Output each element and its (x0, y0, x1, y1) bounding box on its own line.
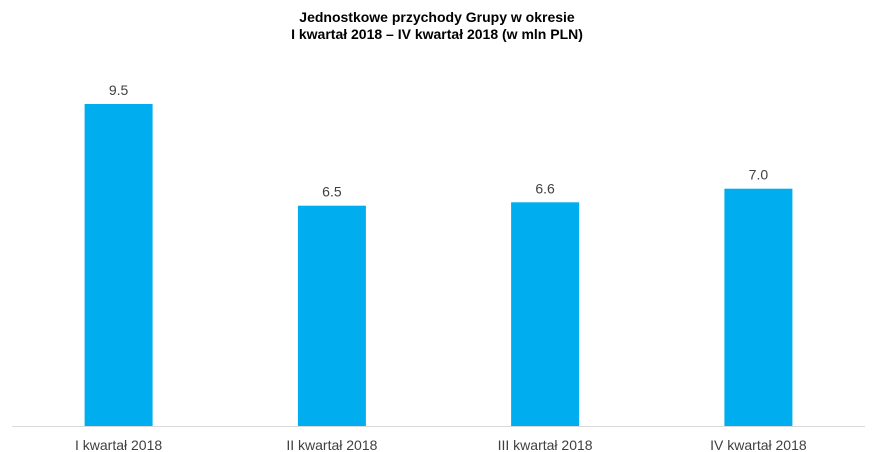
x-tick-label-1: I kwartał 2018 (75, 437, 162, 452)
data-label-1: 9.5 (109, 82, 129, 98)
chart-title-line-2: I kwartał 2018 – IV kwartał 2018 (w mln … (291, 26, 583, 42)
data-label-4: 7.0 (749, 167, 769, 183)
data-labels-group: 9.5 6.5 6.6 7.0 (109, 82, 768, 200)
x-tick-labels-group: I kwartał 2018 II kwartał 2018 III kwartał… (75, 437, 807, 452)
chart-title: Jednostkowe przychody Grupy w okresie I … (0, 9, 874, 43)
bar-1 (84, 104, 153, 426)
bar-2 (297, 205, 366, 426)
x-tick-label-2: II kwartał 2018 (286, 437, 377, 452)
data-label-2: 6.5 (322, 184, 342, 200)
x-tick-label-3: III kwartał 2018 (498, 437, 593, 452)
bar-3 (511, 202, 580, 426)
data-label-3: 6.6 (535, 180, 555, 196)
chart-title-line-1: Jednostkowe przychody Grupy w okresie (299, 9, 575, 25)
bars-group (84, 104, 793, 426)
bar-4 (724, 188, 793, 426)
x-tick-label-4: IV kwartał 2018 (710, 437, 807, 452)
